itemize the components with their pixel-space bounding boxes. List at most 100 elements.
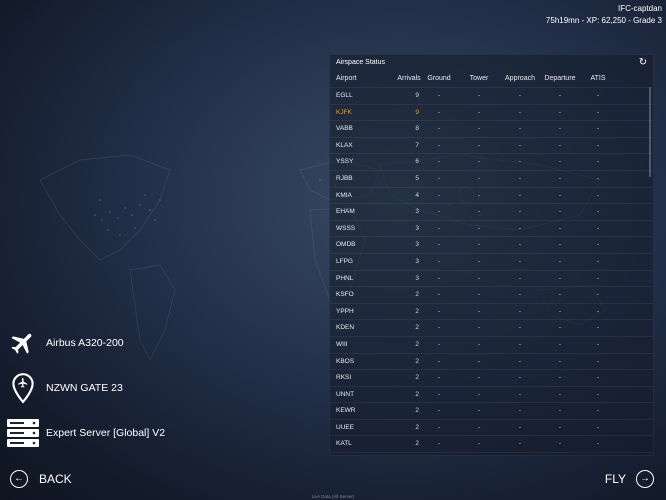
cell-arrivals: 2 [415,291,419,299]
cell-tower: - [477,324,481,332]
cell-approach: - [518,274,522,282]
table-row[interactable]: UNNT 2 - - - - - [330,385,653,403]
cell-approach: - [518,224,522,232]
table-row[interactable]: WIII 2 - - - - - [330,335,653,353]
table-row[interactable]: EGLL 9 - - - - - [330,87,653,104]
table-row[interactable]: KSFO 2 - - - - - [330,286,653,303]
aircraft-selector[interactable]: Airbus A320-200 [6,326,124,360]
cell-atis: - [596,141,600,149]
table-row[interactable]: UUDD2----- [330,452,653,455]
table-row[interactable]: KBOS 2 - - - - - [330,352,653,370]
cell-departure: - [558,158,562,166]
table-row[interactable]: KJFK 9 - - - - - [330,103,653,121]
cell-arrivals: 2 [415,423,419,431]
cell-departure: - [558,274,562,282]
cell-atis: - [596,407,600,415]
server-icon [6,416,40,450]
table-row[interactable]: RJBB 5 - - - - - [330,169,653,187]
cell-ground: - [437,174,441,182]
cell-airport: YPPH [336,307,354,315]
airspace-status-panel: Airspace Status ↻ Airport Arrivals Groun… [329,54,654,456]
table-row[interactable]: VABB 8 - - - - - [330,120,653,137]
cell-departure: - [558,390,562,398]
column-airport[interactable]: Airport [336,75,357,82]
location-selector[interactable]: NZWN GATE 23 [6,371,123,405]
cell-approach: - [518,440,522,448]
cell-approach: - [518,423,522,431]
arrow-left-icon: ← [10,470,28,488]
cell-ground: - [437,374,441,382]
table-row[interactable]: RKSI 2 - - - - - [330,369,653,386]
table-row[interactable]: EHAM 3 - - - - - [330,203,653,220]
aircraft-label: Airbus A320-200 [46,337,124,349]
column-arrivals[interactable]: Arrivals [397,75,421,82]
cell-airport: KBOS [336,357,355,365]
table-row[interactable]: UUEE 2 - - - - - [330,418,653,436]
cell-atis: - [596,440,600,448]
map-pin-plane-icon [6,371,40,405]
column-ground[interactable]: Ground [427,75,451,82]
table-row[interactable]: KMIA 4 - - - - - [330,186,653,204]
cell-tower: - [477,440,481,448]
table-body[interactable]: EGLL 9 - - - - - KJFK 9 - - - - - VABB 8 - - - - - KLAX 7 - - - - -… [330,87,653,455]
table-row[interactable]: KEWR 2 - - - - - [330,402,653,419]
cell-departure: - [558,374,562,382]
table-row[interactable]: KDEN 2 - - - - - [330,319,653,336]
column-approach[interactable]: Approach [505,75,535,82]
cell-departure: - [558,440,562,448]
cell-atis: - [596,357,600,365]
cell-atis: - [596,92,600,99]
table-row[interactable]: LFPG 3 - - - - - [330,252,653,270]
server-selector[interactable]: Expert Server [Global] V2 [6,416,165,450]
cell-tower: - [477,208,481,216]
table-row[interactable]: YPPH 2 - - - - - [330,302,653,320]
table-row[interactable]: OMDB 3 - - - - - [330,236,653,253]
table-header: Airport Arrivals Ground Tower Approach D… [330,73,653,87]
cell-approach: - [518,208,522,216]
cell-atis: - [596,307,600,315]
cell-approach: - [518,174,522,182]
cell-tower: - [477,174,481,182]
cell-airport: KDEN [336,324,355,332]
cell-atis: - [596,108,600,116]
cell-ground: - [437,291,441,299]
column-atis[interactable]: ATIS [590,75,606,82]
cell-tower: - [477,158,481,166]
table-row[interactable]: KATL 2 - - - - - [330,435,653,452]
cell-airport: KATL [336,440,352,448]
table-row[interactable]: WSSS 3 - - - - - [330,219,653,237]
cell-tower: - [477,224,481,232]
table-row[interactable]: YSSY 6 - - - - - [330,153,653,170]
table-row[interactable]: PHNL 3 - - - - - [330,269,653,287]
cell-atis: - [596,324,600,332]
cell-tower: - [477,125,481,133]
cell-atis: - [596,423,600,431]
cell-ground: - [437,423,441,431]
cell-arrivals: 3 [415,224,419,232]
cell-atis: - [596,208,600,216]
cell-ground: - [437,390,441,398]
cell-arrivals: 2 [415,340,419,348]
column-departure[interactable]: Departure [544,75,576,82]
back-button[interactable]: ← BACK [10,470,72,488]
column-tower[interactable]: Tower [469,75,489,82]
cell-arrivals: 2 [415,374,419,382]
table-row[interactable]: KLAX 7 - - - - - [330,136,653,154]
scrollbar[interactable] [649,87,651,177]
cell-departure: - [558,174,562,182]
cell-tower: - [477,390,481,398]
cell-atis: - [596,390,600,398]
cell-airport: KSFO [336,291,354,299]
cell-ground: - [437,324,441,332]
cell-tower: - [477,291,481,299]
cell-tower: - [477,423,481,431]
cell-airport: VABB [336,125,353,133]
cell-atis: - [596,257,600,265]
cell-atis: - [596,158,600,166]
fly-button[interactable]: FLY → [605,470,654,488]
cell-tower: - [477,257,481,265]
cell-arrivals: 9 [415,92,419,99]
refresh-icon[interactable]: ↻ [638,57,648,68]
cell-ground: - [437,357,441,365]
cell-airport: UNNT [336,390,355,398]
